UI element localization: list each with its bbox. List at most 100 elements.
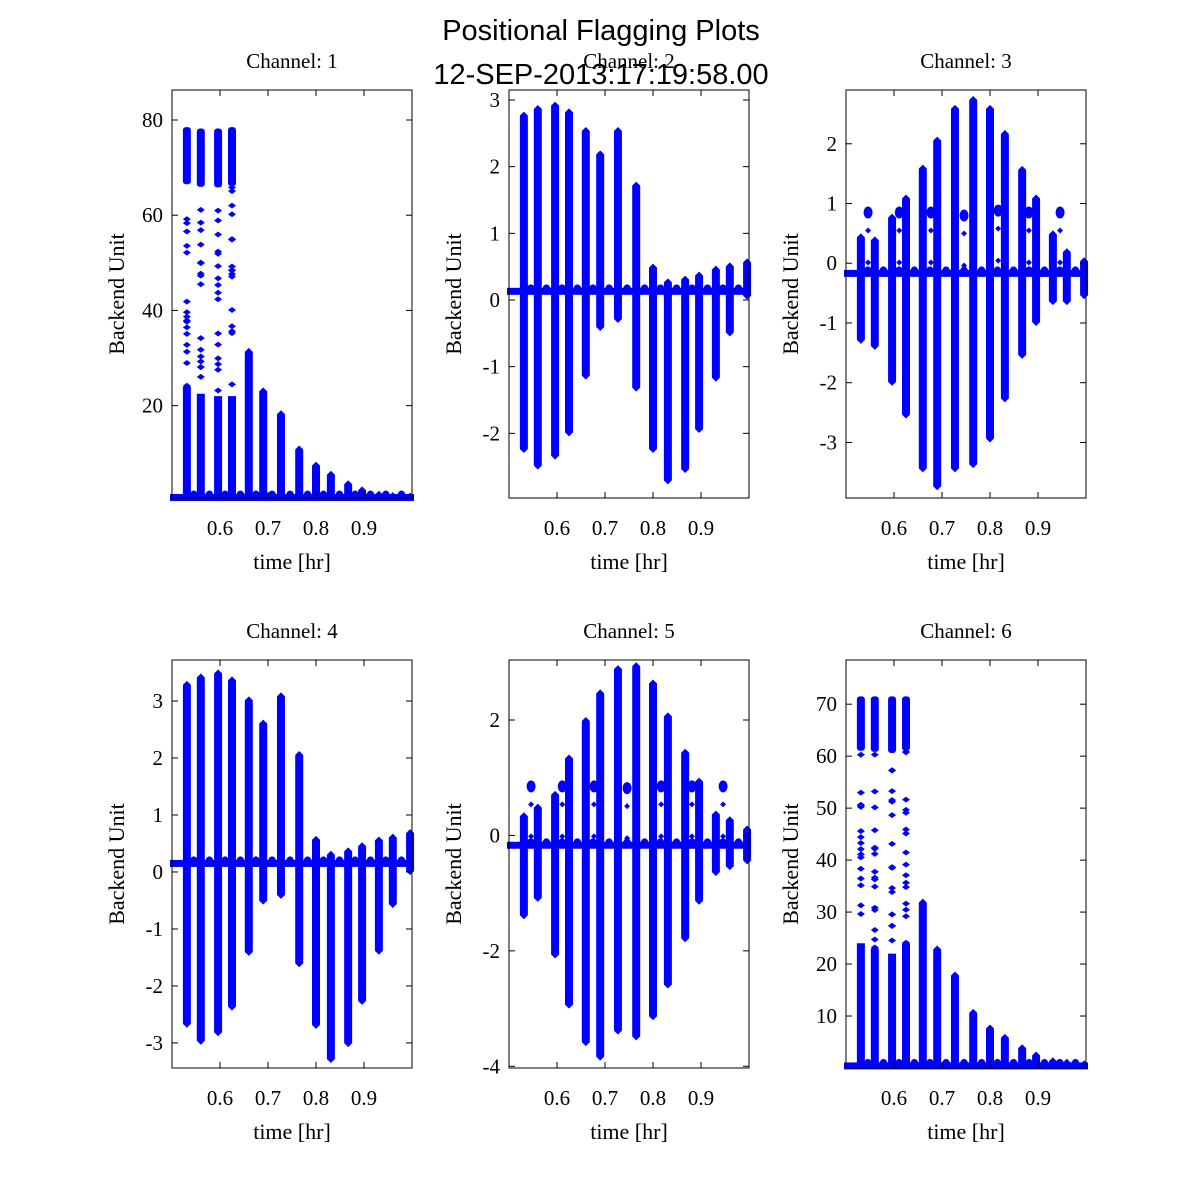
spike-tip: [902, 414, 910, 419]
subplot-title: Channel: 2: [583, 49, 675, 73]
baseline-bump: [993, 1058, 1002, 1069]
spike-tip: [596, 1056, 605, 1061]
subplot-channel-2: 0.6 0.7 0.8 0.9 -2 -1 0 1 2 3 Channel: 2 time [hr] B…: [441, 49, 752, 574]
spike-bar: [295, 754, 304, 965]
y-axis-label: Backend Unit: [104, 803, 129, 925]
data-point: [888, 788, 897, 795]
spike-9: [986, 104, 1002, 443]
subplot-title: Channel: 6: [920, 619, 1012, 643]
spike-tip: [663, 984, 672, 989]
data-point: [888, 812, 897, 819]
axes-box: [171, 659, 413, 1069]
baseline-bump: [397, 856, 406, 867]
spike-tip: [182, 1023, 191, 1028]
data-point: [896, 227, 903, 234]
spike-bar: [888, 216, 897, 383]
baseline-bump: [573, 838, 582, 849]
spike-tip: [950, 1064, 959, 1069]
spike-tip: [374, 490, 383, 495]
x-tick-label: 0.7: [592, 1086, 618, 1110]
spike-tip: [649, 679, 657, 684]
x-tick-label: 0.7: [929, 1086, 955, 1110]
baseline-bump: [656, 284, 665, 295]
satellite-cluster: [687, 780, 697, 793]
x-tick-label: 0.6: [881, 1086, 907, 1110]
x-tick-label: 0.7: [929, 516, 955, 540]
spike-bar: [259, 390, 268, 498]
y-tick-label: 2: [827, 132, 838, 156]
spike-bar: [344, 850, 353, 1045]
subplot-channel-3: 0.6 0.7 0.8 0.9 -3 -2 -1 0 1 2 Channel: 3 time [hr]…: [778, 49, 1089, 574]
data-point: [870, 850, 879, 857]
spike-3: [551, 101, 567, 460]
spike-bar: [1062, 251, 1071, 303]
spike-bar: [613, 130, 622, 320]
y-axis-label: Backend Unit: [104, 233, 129, 355]
spike-tip: [533, 803, 542, 808]
spike-tip: [1018, 1044, 1027, 1049]
spike-tip: [1048, 1064, 1057, 1069]
baseline-bump: [1009, 1058, 1018, 1069]
spike-tip: [388, 492, 397, 497]
data-point: [902, 939, 910, 946]
spike-11: [344, 847, 360, 1048]
data-point: [228, 263, 236, 270]
spike-bar: [950, 107, 959, 470]
spike-tip: [388, 833, 397, 838]
baseline-bump: [366, 490, 375, 501]
spike-tip: [969, 1064, 978, 1069]
spike-tip: [358, 842, 367, 847]
spike-bar: [358, 489, 367, 498]
axes-box: [845, 89, 1087, 499]
spike-bar: [581, 720, 590, 1044]
spike-13: [1048, 1057, 1064, 1069]
spike-bar: [632, 184, 641, 389]
y-tick-label: 30: [816, 900, 837, 924]
spike-tip: [986, 1024, 994, 1029]
spike-tip: [681, 748, 690, 753]
spike-bar: [1032, 1054, 1041, 1066]
spike-7: [950, 971, 969, 1069]
baseline-bump: [703, 838, 712, 849]
spike-tip: [1062, 1058, 1071, 1063]
data-point: [559, 801, 566, 808]
baseline-bump: [189, 490, 198, 501]
data-point: [196, 206, 205, 213]
satellite-cluster: [863, 206, 873, 219]
data-point: [902, 900, 910, 907]
spike-tip: [711, 810, 720, 815]
data-point: [856, 789, 865, 796]
spike-7: [613, 127, 632, 323]
subplot-title: Channel: 1: [246, 49, 338, 73]
y-tick-label: -2: [483, 421, 501, 445]
spike-bar: [406, 832, 415, 872]
data-point: [927, 227, 934, 234]
spike-tip: [725, 332, 734, 337]
data-point: [196, 373, 205, 380]
spike-bar: [276, 413, 285, 498]
spike-5: [918, 898, 934, 1069]
spike-1: [519, 812, 535, 920]
spike-tip: [182, 680, 191, 685]
spike-9: [649, 679, 665, 1021]
spike-solid: [214, 396, 223, 498]
spike-bar: [519, 815, 528, 917]
spike-bar: [695, 274, 704, 430]
data-point: [856, 840, 865, 847]
x-tick-label: 0.6: [207, 1086, 233, 1110]
spike-bar: [326, 853, 335, 1061]
baseline-bump: [303, 856, 312, 867]
spike-tip: [711, 265, 720, 270]
spike-bar: [388, 836, 397, 906]
y-tick-label: 2: [490, 155, 501, 179]
baseline-bump: [558, 284, 567, 295]
spike-tip: [649, 449, 657, 453]
baseline-bump: [926, 266, 934, 277]
data-point: [888, 840, 897, 847]
figure-title-line1: Positional Flagging Plots: [442, 15, 760, 47]
spike-tip: [918, 468, 927, 473]
spike-14: [1062, 1058, 1080, 1069]
spike-bar: [276, 695, 285, 896]
spike-2: [196, 128, 214, 501]
